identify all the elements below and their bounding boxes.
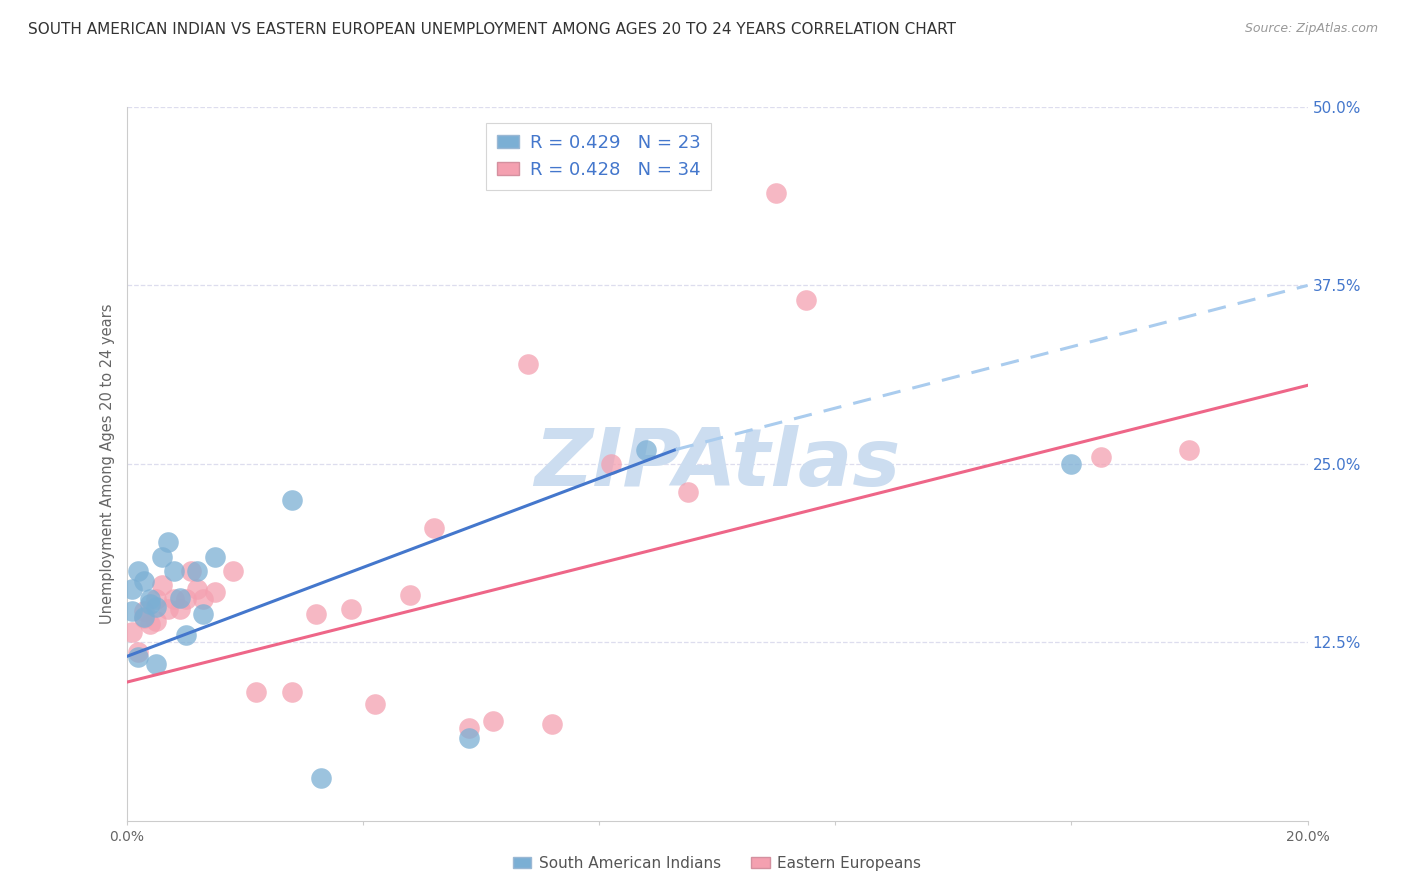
Point [139,597,162,611]
Point [794,293,817,307]
Point [180,564,202,578]
Point [186,564,208,578]
Point [636,442,658,457]
Point [121,604,143,618]
Point [340,602,363,616]
Point [134,611,156,625]
Point [139,616,162,631]
Point [174,628,197,642]
Point [1090,450,1112,464]
Point [156,602,179,616]
Point [163,592,186,607]
Point [1178,442,1201,457]
Point [150,578,173,592]
Point [121,625,143,640]
Point [204,549,226,564]
Point [311,771,333,785]
Point [517,357,540,371]
Point [193,607,215,621]
Point [150,549,173,564]
Y-axis label: Unemployment Among Ages 20 to 24 years: Unemployment Among Ages 20 to 24 years [100,303,115,624]
Point [1060,457,1083,471]
Point [281,685,304,699]
Legend: South American Indians, Eastern Europeans: South American Indians, Eastern European… [506,850,928,877]
Point [163,564,186,578]
Point [134,609,156,624]
Point [676,485,699,500]
Text: Source: ZipAtlas.com: Source: ZipAtlas.com [1244,22,1378,36]
Point [127,645,149,659]
Point [145,592,167,607]
Point [540,716,562,731]
Point [193,592,215,607]
Point [134,604,156,618]
Point [422,521,444,535]
Point [145,657,167,671]
Text: SOUTH AMERICAN INDIAN VS EASTERN EUROPEAN UNEMPLOYMENT AMONG AGES 20 TO 24 YEARS: SOUTH AMERICAN INDIAN VS EASTERN EUROPEA… [28,22,956,37]
Point [222,564,245,578]
Point [127,649,149,664]
Point [204,585,226,599]
Point [281,492,304,507]
Point [599,457,621,471]
Point [156,535,179,549]
Point [121,582,143,597]
Point [169,602,191,616]
Point [145,614,167,628]
Point [363,697,385,711]
Point [174,592,197,607]
Point [304,607,326,621]
Point [458,731,481,745]
Point [134,574,156,588]
Point [765,186,787,200]
Point [399,588,422,602]
Text: ZIPAtlas: ZIPAtlas [534,425,900,503]
Point [145,599,167,614]
Point [127,564,149,578]
Point [139,592,162,607]
Point [169,591,191,605]
Point [245,685,267,699]
Point [186,582,208,597]
Point [458,721,481,735]
Point [481,714,503,728]
